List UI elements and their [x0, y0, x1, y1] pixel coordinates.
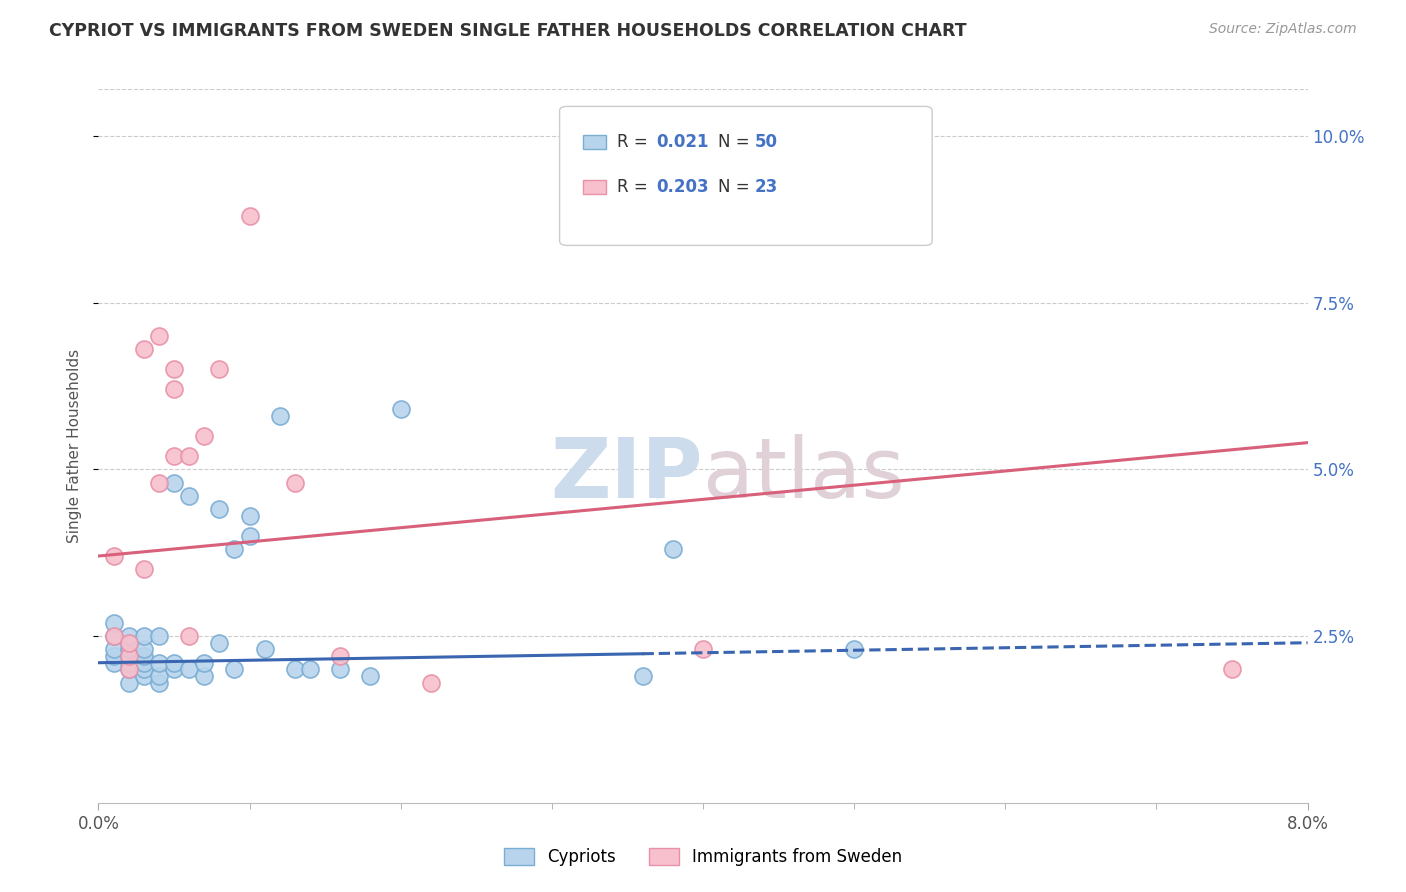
Text: R =: R = [617, 133, 654, 151]
Point [179, 662, 201, 676]
Point [269, 409, 291, 423]
Point [163, 656, 186, 670]
Point [284, 662, 307, 676]
Point [148, 669, 170, 683]
Point [224, 542, 246, 557]
Point [193, 656, 215, 670]
Point [420, 675, 443, 690]
Point [389, 402, 412, 417]
Text: 50: 50 [755, 133, 778, 151]
Point [163, 475, 186, 490]
Point [224, 662, 246, 676]
Point [103, 629, 125, 643]
Point [132, 669, 155, 683]
Point [179, 449, 201, 463]
Point [118, 642, 141, 657]
Point [193, 669, 215, 683]
Text: N =: N = [718, 133, 755, 151]
Point [118, 662, 141, 676]
Point [193, 429, 215, 443]
Point [103, 615, 125, 630]
Point [692, 642, 714, 657]
Point [132, 343, 155, 357]
Point [631, 669, 654, 683]
Text: ZIP: ZIP [551, 434, 703, 515]
Text: Source: ZipAtlas.com: Source: ZipAtlas.com [1209, 22, 1357, 37]
Point [103, 656, 125, 670]
Point [148, 675, 170, 690]
Point [179, 489, 201, 503]
Point [132, 562, 155, 576]
Point [253, 642, 276, 657]
Point [163, 449, 186, 463]
Point [284, 475, 307, 490]
Text: 23: 23 [755, 178, 779, 195]
Point [239, 529, 262, 543]
Point [208, 362, 231, 376]
Point [148, 656, 170, 670]
Point [132, 649, 155, 664]
Point [103, 649, 125, 664]
Point [360, 669, 382, 683]
Text: atlas: atlas [703, 434, 904, 515]
Point [163, 382, 186, 396]
Point [118, 629, 141, 643]
Point [132, 656, 155, 670]
Point [118, 649, 141, 664]
Point [148, 475, 170, 490]
Point [132, 642, 155, 657]
Point [208, 502, 231, 516]
Point [661, 542, 683, 557]
Point [132, 662, 155, 676]
Point [299, 662, 322, 676]
Text: R =: R = [617, 178, 654, 195]
Point [163, 362, 186, 376]
Point [118, 675, 141, 690]
Point [1220, 662, 1243, 676]
Point [118, 636, 141, 650]
Point [844, 642, 866, 657]
Y-axis label: Single Father Households: Single Father Households [67, 349, 83, 543]
Text: N =: N = [718, 178, 755, 195]
Text: 0.203: 0.203 [657, 178, 709, 195]
Point [118, 636, 141, 650]
Point [148, 329, 170, 343]
Point [163, 662, 186, 676]
Point [132, 629, 155, 643]
Point [118, 649, 141, 664]
Point [103, 629, 125, 643]
Legend: Cypriots, Immigrants from Sweden: Cypriots, Immigrants from Sweden [503, 847, 903, 866]
Point [329, 662, 352, 676]
Point [208, 636, 231, 650]
Point [179, 629, 201, 643]
Text: 0.021: 0.021 [657, 133, 709, 151]
Point [103, 549, 125, 563]
Point [148, 629, 170, 643]
Point [239, 209, 262, 223]
Text: CYPRIOT VS IMMIGRANTS FROM SWEDEN SINGLE FATHER HOUSEHOLDS CORRELATION CHART: CYPRIOT VS IMMIGRANTS FROM SWEDEN SINGLE… [49, 22, 967, 40]
Point [103, 642, 125, 657]
Point [329, 649, 352, 664]
Point [239, 509, 262, 524]
Point [118, 656, 141, 670]
Point [118, 662, 141, 676]
